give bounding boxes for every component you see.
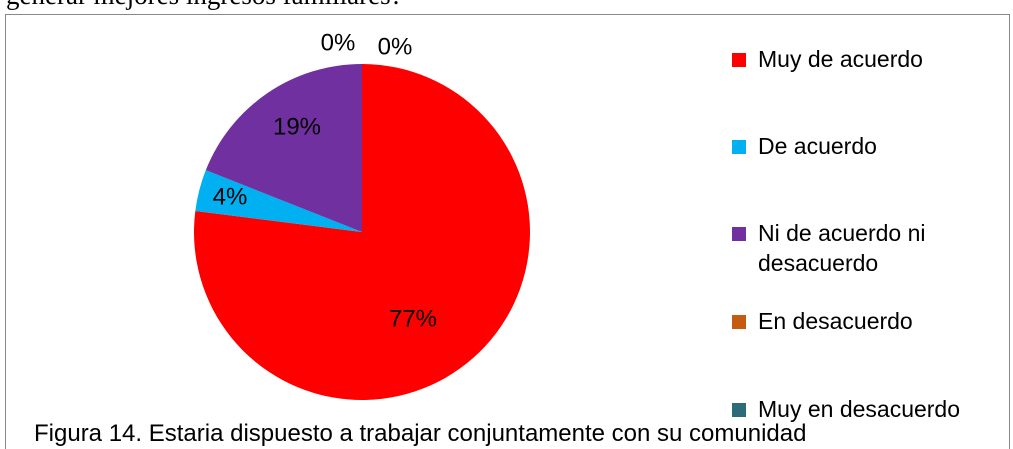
legend-label: Ni de acuerdo ni desacuerdo [758, 220, 926, 276]
caption: Figura 14. Estaria dispuesto a trabajar … [34, 420, 807, 447]
legend-swatch [732, 53, 746, 67]
data-label: 4% [213, 183, 248, 210]
legend-swatch [732, 403, 746, 417]
legend-swatch [732, 227, 746, 241]
legend-label: Muy de acuerdo [758, 46, 923, 72]
data-label: 77% [389, 305, 437, 332]
chart-border [5, 14, 1010, 449]
legend-label: En desacuerdo [758, 308, 913, 334]
pie-slice [205, 64, 362, 232]
legend-label: Muy en desacuerdo [758, 396, 961, 422]
legend-label: De acuerdo [758, 133, 877, 159]
legend-swatch [732, 140, 746, 154]
data-label: 19% [273, 113, 321, 140]
header-text: generar mejores ingresos familiares? [6, 0, 403, 11]
data-label: 0% [378, 33, 413, 60]
data-label: 0% [321, 29, 356, 56]
pie-slice [195, 170, 362, 232]
legend-swatch [732, 315, 746, 329]
